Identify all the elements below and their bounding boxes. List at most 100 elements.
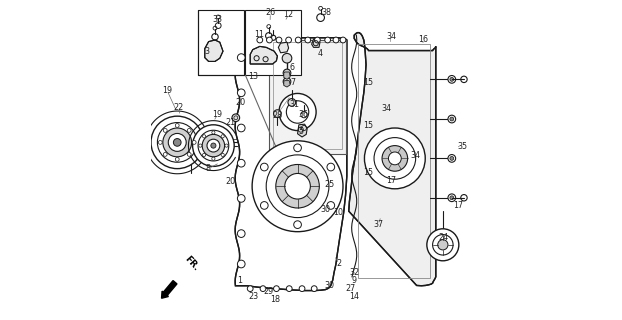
Circle shape [257, 37, 262, 43]
Text: 10: 10 [333, 208, 343, 217]
Circle shape [294, 144, 302, 152]
Text: 15: 15 [363, 168, 373, 177]
Text: 22: 22 [173, 103, 183, 112]
Polygon shape [312, 38, 320, 47]
Text: 35: 35 [457, 142, 467, 151]
Circle shape [238, 195, 245, 202]
Text: 32: 32 [349, 268, 360, 277]
Text: 19: 19 [162, 86, 172, 95]
Circle shape [274, 110, 281, 117]
Text: 37: 37 [374, 220, 384, 229]
Circle shape [238, 230, 245, 237]
Circle shape [282, 53, 292, 63]
Circle shape [164, 152, 167, 156]
Circle shape [187, 152, 191, 156]
Circle shape [238, 89, 245, 97]
Circle shape [325, 37, 330, 43]
Circle shape [448, 115, 456, 123]
Circle shape [450, 77, 453, 81]
Polygon shape [205, 40, 223, 61]
Text: 17: 17 [453, 201, 463, 210]
Circle shape [276, 37, 282, 43]
Text: 27: 27 [345, 284, 355, 293]
Text: 34: 34 [386, 32, 396, 41]
Circle shape [450, 236, 453, 239]
Circle shape [198, 130, 229, 161]
Circle shape [202, 134, 225, 157]
Circle shape [276, 164, 319, 208]
Circle shape [299, 286, 305, 292]
Circle shape [312, 286, 317, 292]
Circle shape [288, 99, 295, 106]
Circle shape [279, 93, 316, 131]
Text: 38: 38 [322, 8, 332, 17]
FancyArrow shape [162, 281, 177, 298]
Text: 34: 34 [381, 104, 391, 113]
Circle shape [238, 260, 245, 268]
Circle shape [203, 153, 206, 156]
Text: 29: 29 [263, 287, 273, 296]
Text: 28: 28 [272, 111, 283, 120]
Text: 4: 4 [318, 49, 323, 58]
Circle shape [175, 157, 179, 161]
Text: 36: 36 [299, 110, 309, 119]
Text: 13: 13 [248, 72, 258, 81]
Circle shape [283, 78, 291, 85]
Circle shape [286, 101, 309, 123]
Text: 26: 26 [266, 8, 276, 17]
Polygon shape [269, 40, 346, 154]
Circle shape [266, 155, 329, 218]
Circle shape [305, 37, 310, 43]
Text: 20: 20 [235, 98, 245, 107]
Circle shape [159, 140, 162, 144]
Text: 21: 21 [225, 118, 235, 127]
Text: 3: 3 [205, 47, 210, 56]
Polygon shape [297, 124, 307, 137]
Circle shape [198, 144, 202, 147]
Circle shape [174, 139, 181, 146]
Text: 11: 11 [254, 30, 264, 39]
Text: 31: 31 [289, 100, 299, 109]
Text: 19: 19 [213, 110, 223, 119]
Text: 25: 25 [325, 180, 335, 188]
Text: 8: 8 [205, 164, 210, 173]
Circle shape [238, 159, 245, 167]
Circle shape [225, 144, 228, 147]
Circle shape [211, 143, 216, 148]
Polygon shape [349, 33, 436, 286]
Circle shape [450, 196, 453, 200]
Circle shape [315, 37, 320, 43]
Text: 24: 24 [439, 233, 449, 242]
Circle shape [164, 129, 167, 132]
Circle shape [207, 139, 220, 152]
Circle shape [212, 131, 215, 134]
Polygon shape [279, 42, 289, 53]
Text: 23: 23 [248, 292, 259, 301]
Circle shape [187, 129, 191, 132]
Circle shape [260, 286, 266, 292]
Text: 18: 18 [270, 295, 280, 304]
Circle shape [448, 76, 456, 83]
Circle shape [252, 141, 343, 232]
Circle shape [151, 116, 203, 169]
Text: 30: 30 [320, 205, 330, 214]
Circle shape [283, 69, 291, 77]
Circle shape [448, 234, 456, 241]
Circle shape [221, 153, 225, 156]
Circle shape [295, 37, 301, 43]
Circle shape [261, 163, 268, 171]
Circle shape [364, 128, 425, 189]
Text: 17: 17 [386, 176, 396, 185]
Text: 12: 12 [284, 10, 294, 19]
Polygon shape [250, 46, 277, 64]
Circle shape [238, 124, 245, 132]
Circle shape [285, 37, 292, 43]
Text: 16: 16 [418, 35, 428, 44]
Text: 6: 6 [290, 63, 295, 72]
Circle shape [238, 54, 245, 61]
Circle shape [438, 240, 448, 250]
Circle shape [389, 152, 401, 165]
Circle shape [450, 117, 453, 121]
Circle shape [448, 194, 456, 202]
Text: 2: 2 [337, 260, 341, 268]
